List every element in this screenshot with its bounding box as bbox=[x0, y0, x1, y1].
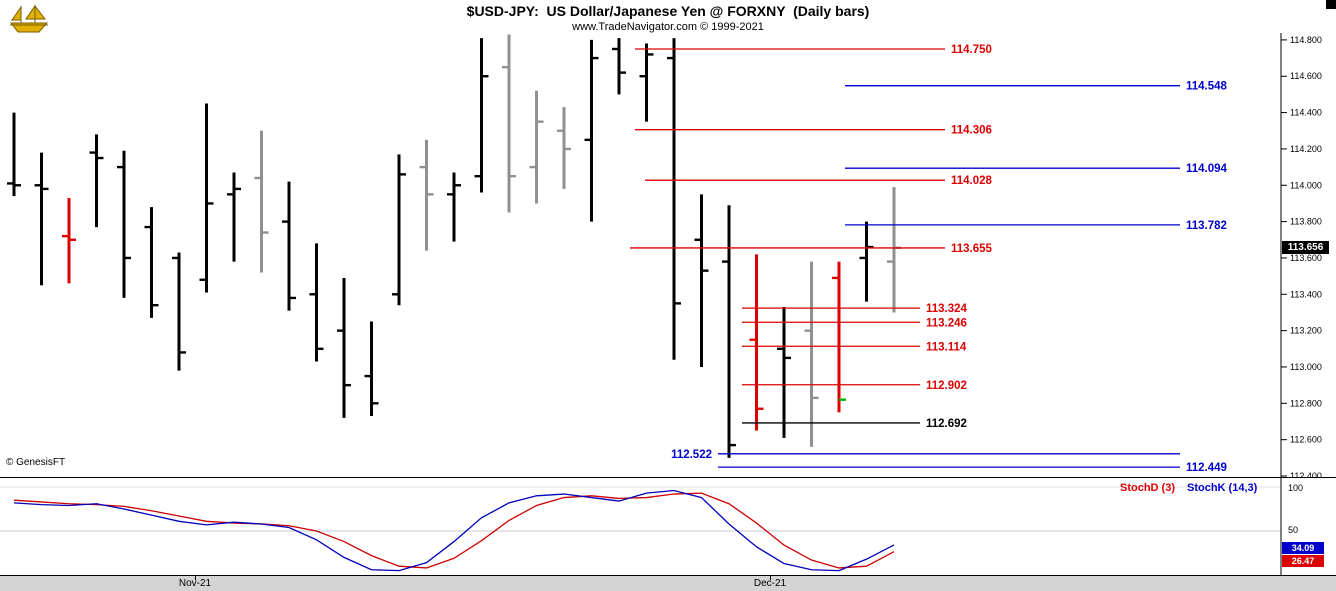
time-axis-label: Dec-21 bbox=[753, 578, 787, 589]
price-axis-label: 113.800 bbox=[1290, 217, 1322, 227]
price-level-label: 114.306 bbox=[951, 125, 992, 137]
stoch-axis-label-50: 50 bbox=[1288, 525, 1299, 535]
price-level-label: 112.692 bbox=[926, 418, 967, 430]
corner-mark bbox=[1326, 0, 1336, 9]
time-axis-tick bbox=[770, 576, 771, 580]
price-axis-label: 114.400 bbox=[1290, 108, 1322, 118]
stoch-axis-label-100: 100 bbox=[1288, 483, 1304, 493]
price-axis-label: 114.800 bbox=[1290, 35, 1322, 45]
ship-logo-icon bbox=[9, 4, 49, 33]
chart-subtitle: www.TradeNavigator.com © 1999-2021 bbox=[572, 21, 764, 33]
stoch-d-value-badge: 26.47 bbox=[1282, 555, 1324, 567]
stoch-legend: StochD (3) StochK (14,3) bbox=[1120, 482, 1257, 494]
price-axis-label: 114.600 bbox=[1290, 71, 1322, 81]
time-axis-tick bbox=[195, 576, 196, 580]
price-axis-label: 113.200 bbox=[1290, 326, 1322, 336]
price-axis-label: 112.800 bbox=[1290, 398, 1322, 408]
stoch-d-line[interactable] bbox=[13, 492, 895, 569]
price-level-label: 114.548 bbox=[1186, 81, 1228, 93]
stoch-d-legend-label[interactable]: StochD (3) bbox=[1120, 482, 1175, 494]
price-axis-label: 113.000 bbox=[1290, 362, 1322, 372]
price-axis-label: 113.400 bbox=[1290, 289, 1322, 299]
price-level-label: 113.114 bbox=[926, 341, 967, 353]
price-axis-label: 114.000 bbox=[1290, 180, 1322, 190]
stoch-k-value-badge: 34.09 bbox=[1282, 542, 1324, 554]
price-level-label: 114.750 bbox=[951, 44, 992, 56]
price-chart-canvas[interactable]: 114.750 114.548 114.306 114.094 114.028 113.7… bbox=[0, 33, 1336, 478]
price-level-label: 114.094 bbox=[1186, 163, 1228, 175]
stoch-chart-canvas[interactable] bbox=[0, 478, 1336, 575]
price-level-label: 112.902 bbox=[926, 380, 967, 392]
stoch-k-legend-label[interactable]: StochK (14,3) bbox=[1187, 482, 1258, 494]
price-level-label: 113.324 bbox=[926, 303, 968, 315]
price-axis-label: 112.600 bbox=[1290, 435, 1322, 445]
price-level-label: 112.449 bbox=[1186, 462, 1227, 474]
stoch-k-line[interactable] bbox=[13, 489, 895, 572]
last-price-badge: 113.656 bbox=[1282, 241, 1329, 254]
price-axis-label: 113.600 bbox=[1290, 253, 1322, 263]
panel-separator bbox=[0, 477, 1336, 478]
price-level-label: 112.522 bbox=[671, 449, 712, 461]
genesis-copyright: © GenesisFT bbox=[6, 457, 66, 468]
price-level-label: 113.655 bbox=[951, 243, 993, 255]
time-axis[interactable]: Nov-21 Dec-21 bbox=[0, 575, 1336, 591]
price-level-label: 113.246 bbox=[926, 317, 967, 329]
price-level-label: 113.782 bbox=[1186, 220, 1227, 232]
chart-title: $USD-JPY: US Dollar/Japanese Yen @ FORXN… bbox=[466, 3, 870, 19]
time-axis-label: Nov-21 bbox=[178, 578, 212, 589]
price-level-label: 114.028 bbox=[951, 175, 993, 187]
price-axis-label: 114.200 bbox=[1290, 144, 1322, 154]
price-axis-label: 112.400 bbox=[1290, 471, 1322, 478]
